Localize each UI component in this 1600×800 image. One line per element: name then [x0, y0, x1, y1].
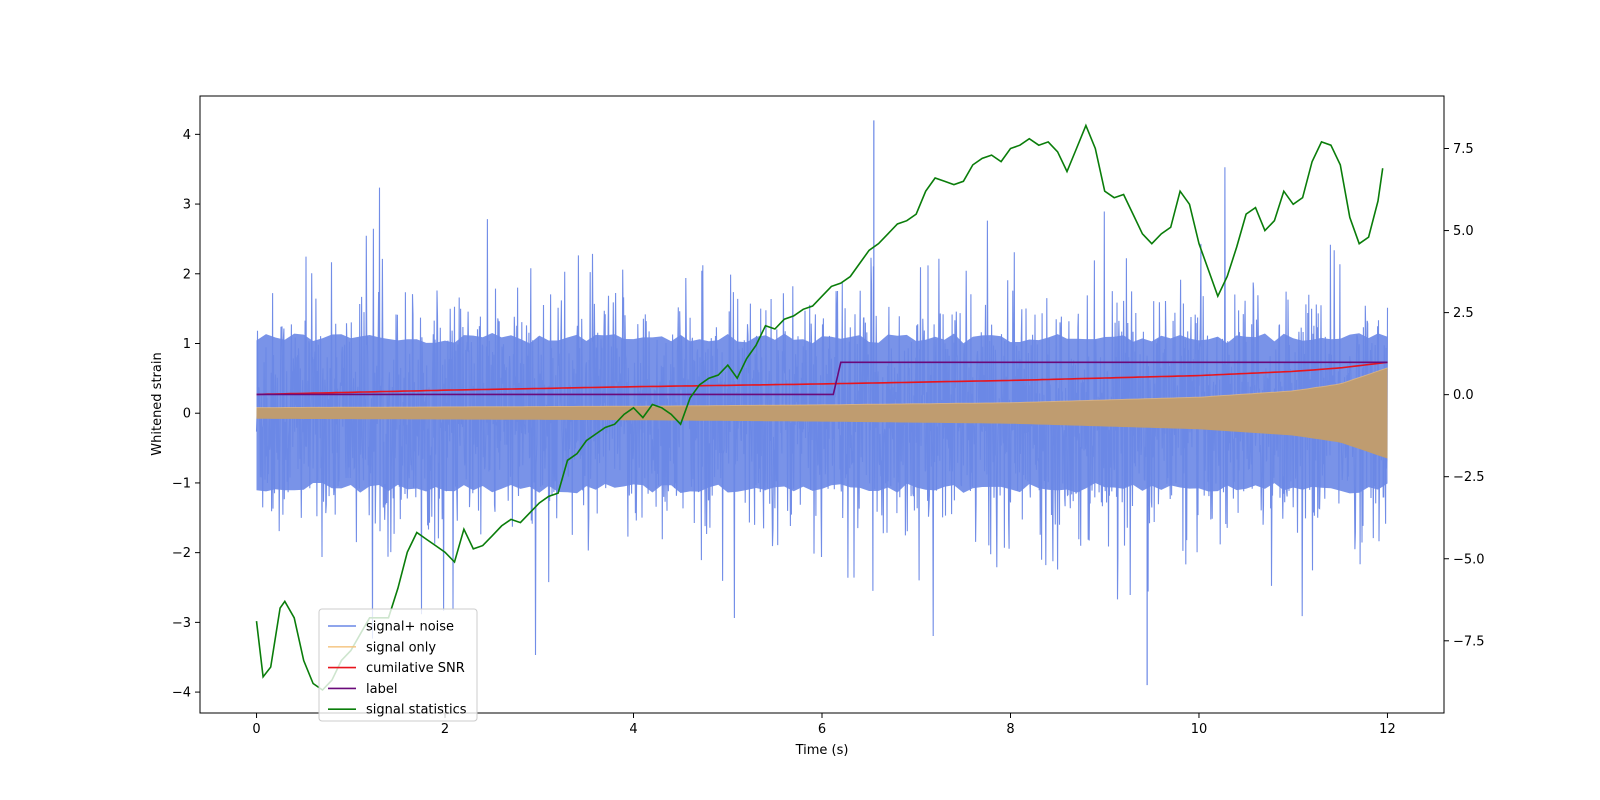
y-tick-label: 0: [183, 407, 191, 422]
legend-label: signal+ noise: [366, 620, 454, 635]
y-tick-label: −2: [172, 546, 191, 561]
y-tick-label: −3: [172, 616, 191, 631]
y-tick-label: 2: [183, 267, 191, 282]
x-axis: 0 2 4 6 8 10 12: [252, 713, 1396, 737]
x-tick-label: 10: [1191, 722, 1208, 737]
plot-series: [255, 120, 1389, 692]
series-cumilative-snr-line: [256, 361, 1388, 396]
x-tick-label: 2: [441, 722, 449, 737]
series-signal-only-band: [256, 367, 1388, 459]
series-signal-statistics-line: [255, 123, 1384, 692]
y2-tick-label: 5.0: [1453, 224, 1474, 239]
y2-tick-label: −7.5: [1453, 634, 1485, 649]
y-axis-left: 4 3 2 1 0 −1 −2 −3 −4: [172, 128, 200, 701]
legend-label: label: [366, 682, 397, 697]
legend-label: cumilative SNR: [366, 661, 465, 676]
y-tick-label: −1: [172, 476, 191, 491]
legend-label: signal statistics: [366, 703, 467, 718]
y2-tick-label: 7.5: [1453, 142, 1474, 157]
y-tick-label: 3: [183, 198, 191, 213]
y-tick-label: 4: [183, 128, 191, 143]
legend-label: signal only: [366, 640, 436, 655]
y-axis-label: Whitened strain: [150, 352, 165, 455]
legend-box: [318, 608, 478, 722]
y2-tick-label: −2.5: [1453, 470, 1485, 485]
x-axis-label: Time (s): [795, 743, 849, 758]
x-tick-label: 8: [1006, 722, 1014, 737]
y2-tick-label: 2.5: [1453, 306, 1474, 321]
y-tick-label: −4: [172, 686, 191, 701]
y-tick-label: 1: [183, 337, 191, 352]
series-signal-only-edge-top: [256, 367, 1388, 409]
x-tick-label: 6: [818, 722, 826, 737]
series-label-line: [256, 361, 1388, 396]
x-tick-label: 0: [252, 722, 260, 737]
y2-tick-label: −5.0: [1453, 552, 1485, 567]
legend: signal+ noise signal only cumilative SNR la…: [318, 608, 478, 722]
y2-tick-label: 0.0: [1453, 388, 1474, 403]
y-axis-right: 7.5 5.0 2.5 0.0 −2.5 −5.0 −7.5: [1444, 142, 1485, 649]
x-tick-label: 12: [1379, 722, 1396, 737]
x-tick-label: 4: [629, 722, 637, 737]
